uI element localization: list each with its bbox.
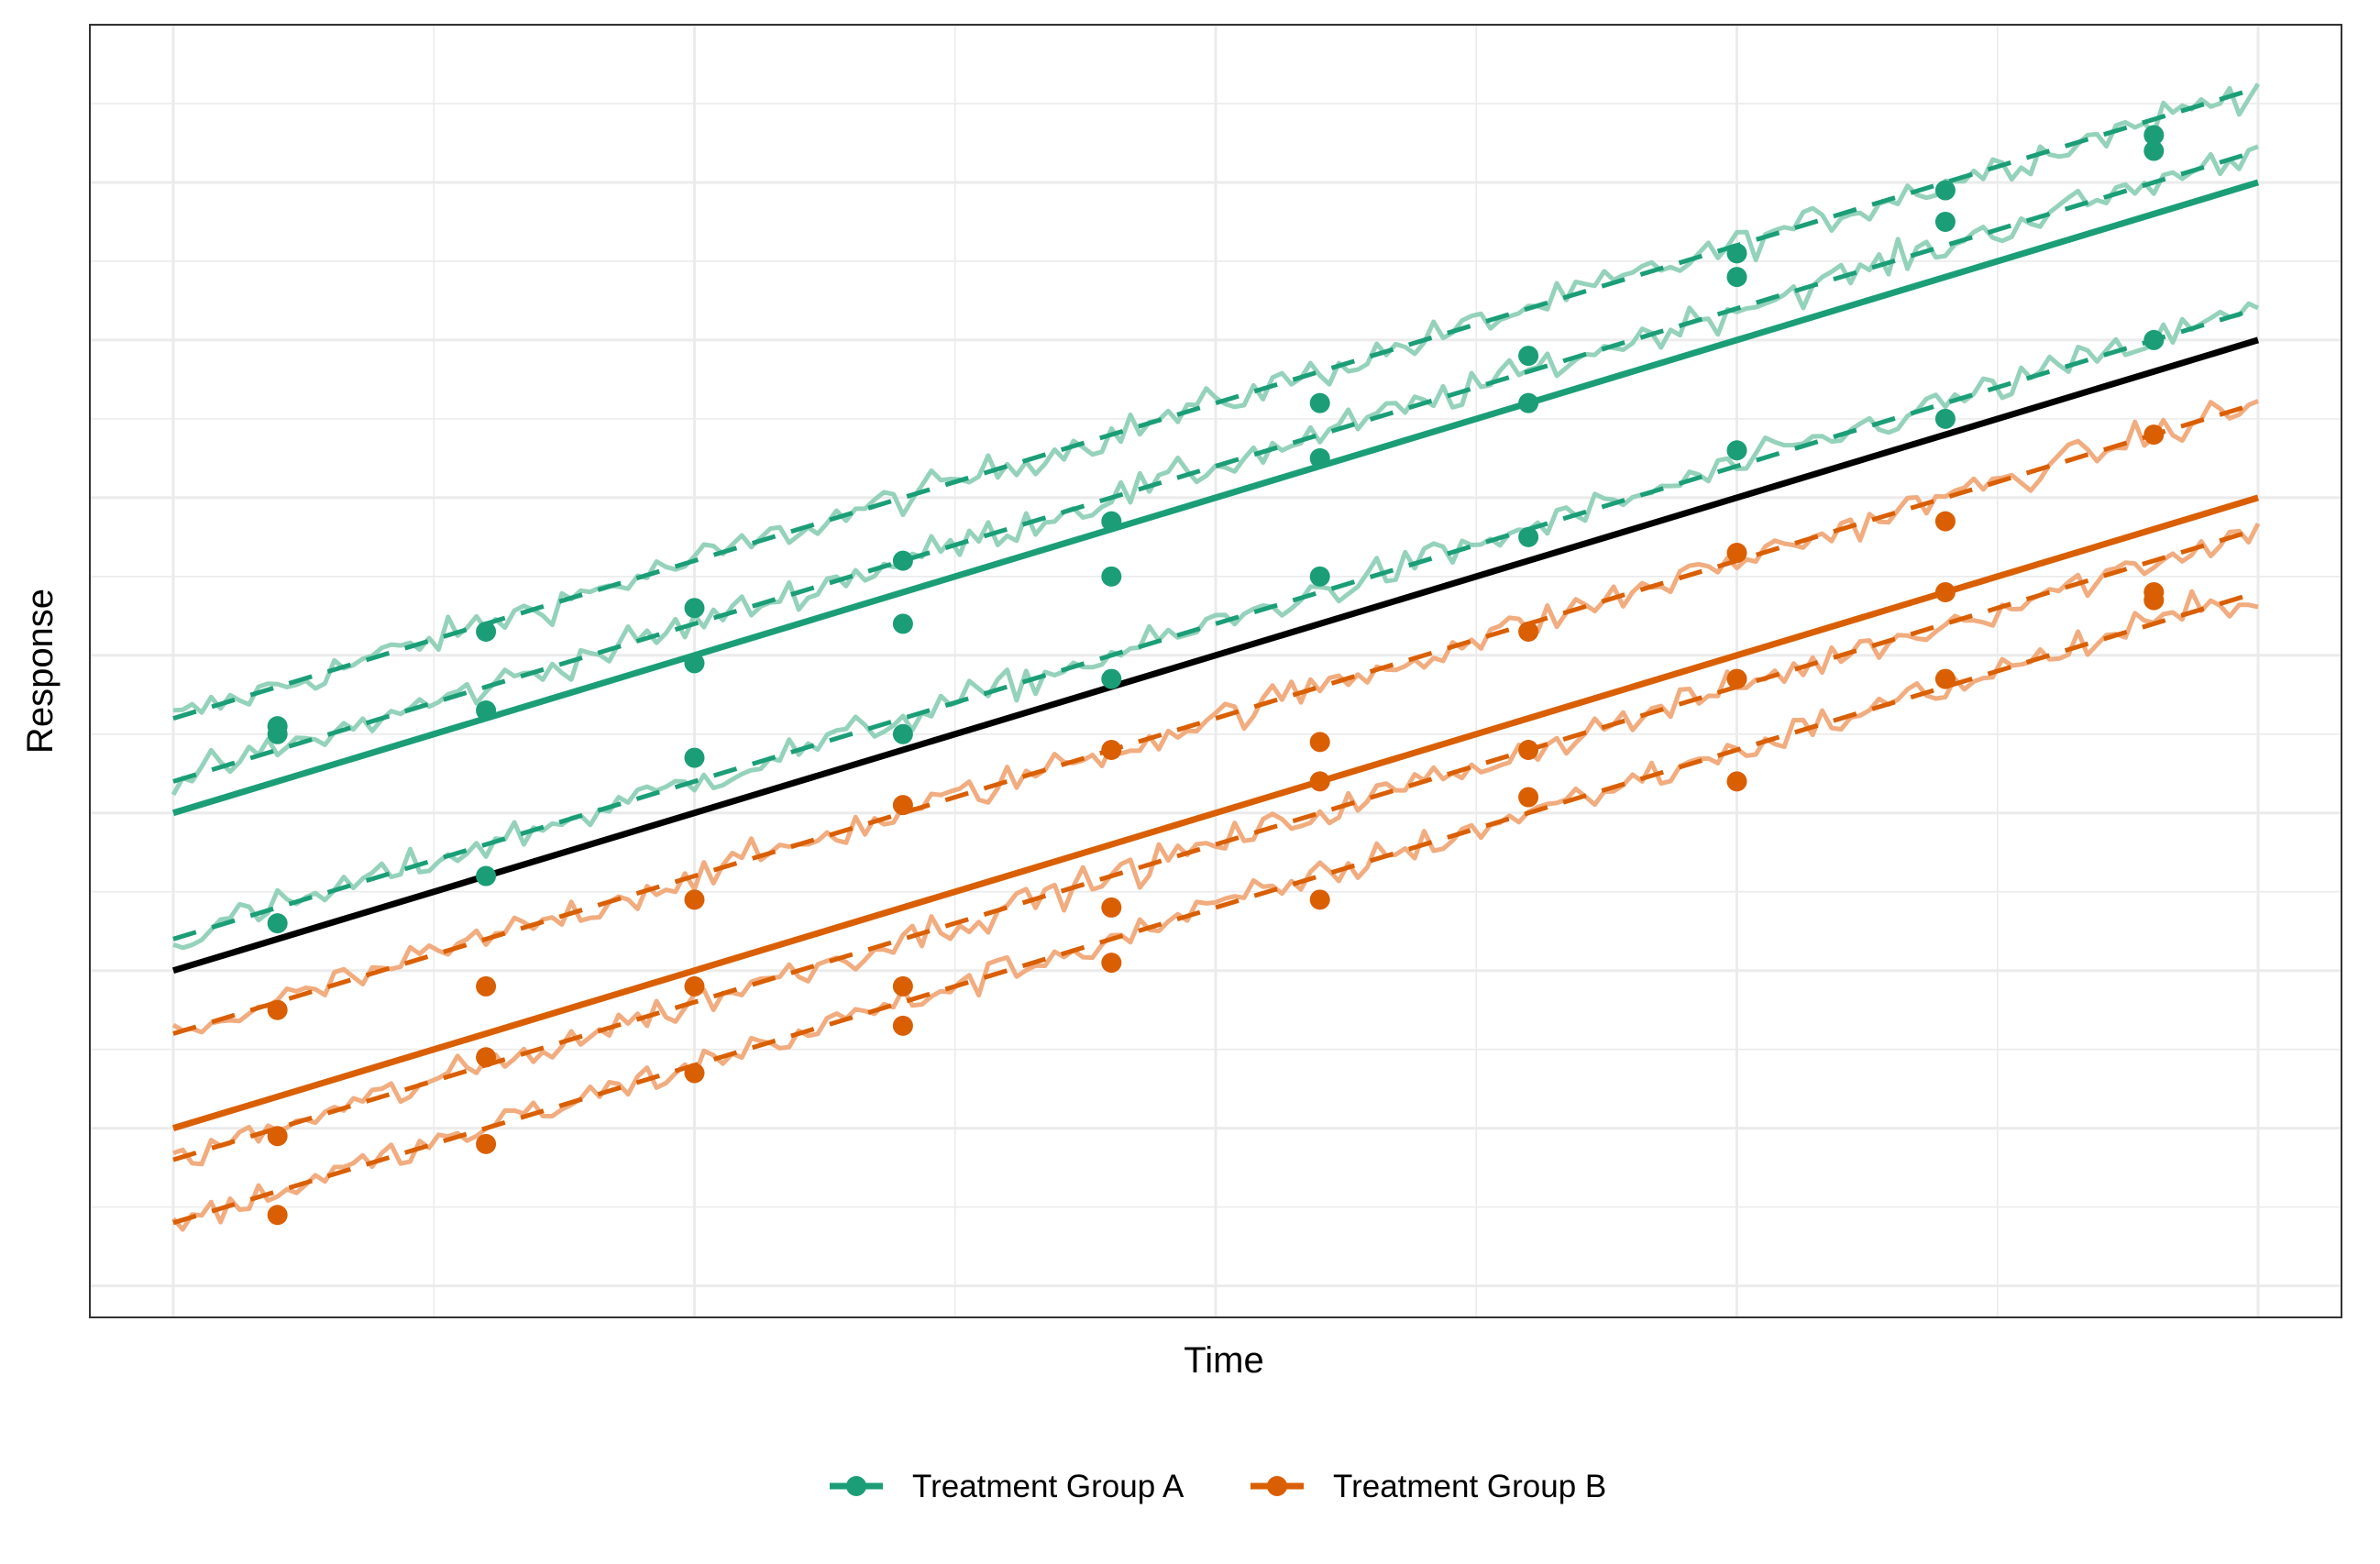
- data-point-a: [476, 699, 497, 721]
- x-axis-label: Time: [1184, 1340, 1263, 1381]
- legend-label-group-a: Treatment Group A: [912, 1469, 1184, 1504]
- data-point-a: [1726, 243, 1747, 264]
- data-point-b: [1934, 511, 1956, 532]
- data-point-a: [476, 865, 497, 887]
- subject-raw-line-b-3: [171, 589, 2259, 1232]
- data-point-a: [2143, 329, 2165, 350]
- data-point-b: [1101, 739, 1122, 760]
- data-point-b: [1518, 622, 1539, 643]
- data-point-a: [1934, 180, 1956, 201]
- data-point-a: [1309, 447, 1330, 468]
- data-point-a: [1309, 392, 1330, 413]
- data-point-a: [1934, 211, 1956, 232]
- group-fit-lines: [171, 179, 2260, 1132]
- data-point-a: [476, 622, 497, 643]
- data-point-b: [476, 975, 497, 997]
- data-point-a: [1101, 566, 1122, 587]
- data-point-b: [2143, 582, 2165, 603]
- data-point-b: [267, 1205, 288, 1226]
- data-point-a: [2143, 140, 2165, 161]
- data-point-b: [1101, 897, 1122, 918]
- data-point-a: [1309, 566, 1330, 587]
- data-point-b: [2143, 424, 2165, 446]
- legend-label-group-b: Treatment Group B: [1333, 1469, 1606, 1504]
- data-point-a: [1726, 440, 1747, 461]
- data-point-b: [1518, 739, 1539, 760]
- data-point-b: [1726, 668, 1747, 689]
- data-point-a: [267, 913, 288, 934]
- data-point-b: [267, 999, 288, 1020]
- subject-raw-line-a-3: [172, 301, 2260, 951]
- legend-item-group-a: Treatment Group A: [830, 1469, 1184, 1504]
- data-point-b: [1309, 732, 1330, 753]
- data-point-b: [1518, 787, 1539, 808]
- data-point-a: [684, 747, 705, 768]
- data-point-a: [684, 653, 705, 674]
- data-point-b: [1934, 668, 1956, 689]
- subject-raw-line-b-1: [171, 399, 2259, 1035]
- data-point-a: [892, 550, 913, 571]
- group-fit-line-b: [171, 494, 2260, 1132]
- legend: Treatment Group A Treatment Group B: [830, 1469, 1606, 1504]
- data-point-b: [684, 889, 705, 910]
- legend-item-group-b: Treatment Group B: [1251, 1469, 1606, 1504]
- legend-key-point-group-b: [1267, 1476, 1287, 1496]
- data-point-a: [1101, 668, 1122, 689]
- data-point-a: [892, 613, 913, 634]
- data-point-b: [1726, 543, 1747, 564]
- data-point-b: [1309, 771, 1330, 792]
- data-point-a: [1726, 267, 1747, 288]
- data-point-b: [476, 1047, 497, 1068]
- data-point-b: [684, 1063, 705, 1084]
- data-point-a: [892, 723, 913, 744]
- data-point-a: [2143, 125, 2165, 146]
- data-point-b: [684, 975, 705, 997]
- data-point-a: [684, 598, 705, 619]
- data-point-a: [1518, 346, 1539, 367]
- data-points: [267, 125, 2165, 1226]
- population-fit-line: [171, 336, 2260, 975]
- legend-key-point-group-a: [846, 1476, 866, 1496]
- group-fit-line-a: [171, 179, 2260, 817]
- data-point-b: [1101, 953, 1122, 974]
- data-point-a: [267, 716, 288, 737]
- data-point-b: [892, 795, 913, 816]
- subject-raw-line-a-1: [172, 83, 2261, 715]
- data-point-a: [1101, 511, 1122, 532]
- data-point-b: [892, 975, 913, 997]
- y-axis-label: Response: [20, 589, 61, 754]
- plot-panel-border: [89, 24, 2342, 1318]
- data-point-b: [1934, 582, 1956, 603]
- data-point-b: [267, 1126, 288, 1147]
- data-point-a: [1934, 408, 1956, 429]
- data-point-b: [892, 1015, 913, 1036]
- data-point-a: [1518, 526, 1539, 547]
- data-point-b: [1309, 889, 1330, 910]
- data-point-b: [1726, 771, 1747, 792]
- data-point-a: [1518, 392, 1539, 413]
- data-point-b: [476, 1133, 497, 1154]
